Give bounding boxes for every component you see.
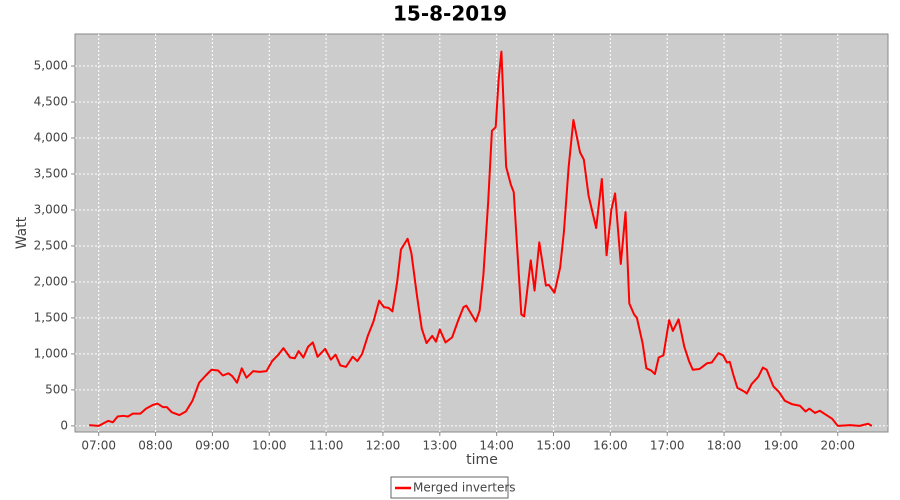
- x-tick-label: 08:00: [138, 439, 173, 453]
- y-tick-label: 2,500: [34, 238, 68, 252]
- x-tick-label: 19:00: [764, 439, 799, 453]
- legend-label: Merged inverters: [413, 481, 516, 495]
- x-tick-label: 09:00: [195, 439, 230, 453]
- x-tick-label: 17:00: [650, 439, 685, 453]
- y-tick-label: 1,500: [34, 310, 68, 324]
- x-tick-label: 20:00: [820, 439, 855, 453]
- y-tick-label: 500: [45, 382, 68, 396]
- legend: [390, 476, 509, 499]
- x-tick-label: 07:00: [81, 439, 116, 453]
- y-tick-label: 5,000: [34, 59, 68, 73]
- x-tick-label: 14:00: [479, 439, 514, 453]
- y-tick-label: 3,000: [34, 202, 68, 216]
- x-tick-label: 13:00: [423, 439, 458, 453]
- chart-title: 15-8-2019: [393, 2, 507, 26]
- x-tick-label: 16:00: [593, 439, 628, 453]
- x-tick-label: 12:00: [366, 439, 401, 453]
- x-tick-label: 18:00: [707, 439, 742, 453]
- y-tick-label: 0: [60, 418, 68, 432]
- x-tick-label: 10:00: [252, 439, 287, 453]
- x-tick-label: 15:00: [536, 439, 571, 453]
- x-tick-label: 11:00: [309, 439, 344, 453]
- y-axis-label: Watt: [14, 216, 30, 249]
- y-tick-label: 1,000: [34, 346, 68, 360]
- y-tick-label: 2,000: [34, 274, 68, 288]
- plot-area: [74, 33, 889, 433]
- data-line: [89, 50, 873, 427]
- y-tick-label: 4,000: [34, 130, 68, 144]
- y-tick-label: 4,500: [34, 95, 68, 109]
- y-tick-label: 3,500: [34, 166, 68, 180]
- x-axis-label: time: [466, 452, 498, 468]
